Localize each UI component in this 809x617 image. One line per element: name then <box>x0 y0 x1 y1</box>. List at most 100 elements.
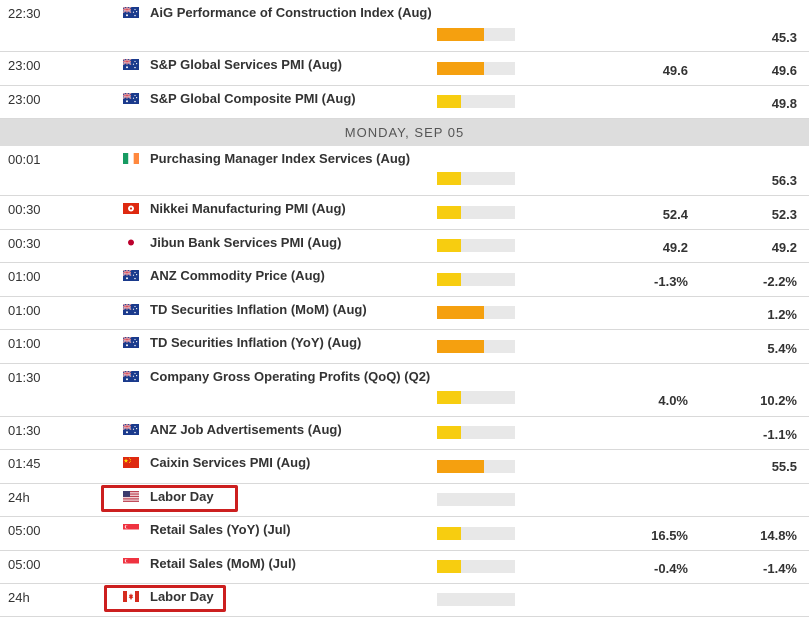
usa-flag-icon <box>123 491 139 502</box>
previous-value: -1.4% <box>763 561 797 576</box>
event-time: 23:00 <box>8 58 41 73</box>
event-row[interactable]: 24h Labor Day <box>0 484 809 517</box>
event-row[interactable]: 00:01 Purchasing Manager Index Services (… <box>0 146 809 196</box>
impact-meter <box>437 95 515 108</box>
impact-meter <box>437 391 515 404</box>
event-name[interactable]: AiG Performance of Construction Index (A… <box>150 5 432 20</box>
impact-meter <box>437 593 515 606</box>
event-time: 22:30 <box>8 6 41 21</box>
australia-flag-icon <box>123 424 139 435</box>
event-name[interactable]: Nikkei Manufacturing PMI (Aug) <box>150 201 346 216</box>
event-name[interactable]: S&P Global Composite PMI (Aug) <box>150 91 356 106</box>
consensus-value: 4.0% <box>658 393 688 408</box>
previous-value: 49.2 <box>771 240 797 255</box>
impact-meter <box>437 273 515 286</box>
date-header-label: MONDAY, SEP 05 <box>344 125 465 140</box>
event-name[interactable]: Retail Sales (MoM) (Jul) <box>150 556 296 571</box>
event-name[interactable]: Labor Day <box>150 589 214 604</box>
event-time: 01:30 <box>8 423 41 438</box>
impact-meter <box>437 493 515 506</box>
previous-value: 52.3 <box>771 207 797 222</box>
event-time: 00:01 <box>8 152 41 167</box>
event-name[interactable]: Caixin Services PMI (Aug) <box>150 455 311 470</box>
impact-meter <box>437 172 515 185</box>
event-time: 01:00 <box>8 303 41 318</box>
consensus-value: -1.3% <box>654 274 688 289</box>
previous-value: 56.3 <box>771 173 797 188</box>
china-flag-icon <box>123 457 139 468</box>
event-time: 00:30 <box>8 236 41 251</box>
australia-flag-icon <box>123 337 139 348</box>
event-name[interactable]: Retail Sales (YoY) (Jul) <box>150 522 291 537</box>
australia-flag-icon <box>123 304 139 315</box>
highlight-box <box>104 585 226 612</box>
event-name[interactable]: S&P Global Services PMI (Aug) <box>150 57 342 72</box>
australia-flag-icon <box>123 59 139 70</box>
australia-flag-icon <box>123 270 139 281</box>
impact-fill-medium <box>437 560 461 573</box>
impact-fill-high <box>437 62 484 75</box>
impact-meter <box>437 306 515 319</box>
previous-value: 10.2% <box>760 393 797 408</box>
event-row[interactable]: 01:45 Caixin Services PMI (Aug) 55.5 <box>0 450 809 484</box>
impact-fill-medium <box>437 206 461 219</box>
event-name[interactable]: Purchasing Manager Index Services (Aug) <box>150 151 411 166</box>
event-name[interactable]: Company Gross Operating Profits (QoQ) (Q… <box>150 369 431 384</box>
event-row[interactable]: 01:00 ANZ Commodity Price (Aug) -1.3% -2.2% <box>0 263 809 297</box>
event-row[interactable]: 00:30 Nikkei Manufacturing PMI (Aug) 52.4 5… <box>0 196 809 230</box>
canada-flag-icon <box>123 591 139 602</box>
japan-flag-icon <box>123 237 139 248</box>
event-row[interactable]: 01:30 ANZ Job Advertisements (Aug) -1.1% <box>0 417 809 450</box>
australia-flag-icon <box>123 371 139 382</box>
previous-value: -1.1% <box>763 427 797 442</box>
event-name[interactable]: TD Securities Inflation (MoM) (Aug) <box>150 302 367 317</box>
event-time: 05:00 <box>8 557 41 572</box>
impact-fill-medium <box>437 239 461 252</box>
event-name[interactable]: TD Securities Inflation (YoY) (Aug) <box>150 335 362 350</box>
previous-value: 14.8% <box>760 528 797 543</box>
consensus-value: -0.4% <box>654 561 688 576</box>
event-row[interactable]: 22:30 AiG Performance of Construction Ind… <box>0 0 809 52</box>
event-row[interactable]: 05:00 Retail Sales (MoM) (Jul) -0.4% -1.4% <box>0 551 809 584</box>
event-name[interactable]: Labor Day <box>150 489 214 504</box>
event-time: 01:00 <box>8 269 41 284</box>
event-time: 05:00 <box>8 523 41 538</box>
australia-flag-icon <box>123 7 139 18</box>
event-name[interactable]: Jibun Bank Services PMI (Aug) <box>150 235 342 250</box>
previous-value: 45.3 <box>771 30 797 45</box>
impact-fill-medium <box>437 95 461 108</box>
previous-value: 5.4% <box>767 341 797 356</box>
impact-fill-medium <box>437 273 461 286</box>
impact-meter <box>437 560 515 573</box>
event-row[interactable]: 00:30 Jibun Bank Services PMI (Aug) 49.2 49… <box>0 230 809 263</box>
event-row[interactable]: 01:00 TD Securities Inflation (MoM) (Aug)… <box>0 297 809 330</box>
impact-meter <box>437 426 515 439</box>
event-time: 01:00 <box>8 336 41 351</box>
impact-fill-medium <box>437 391 461 404</box>
impact-fill-medium <box>437 426 461 439</box>
event-row[interactable]: 23:00 S&P Global Composite PMI (Aug) 49.8 <box>0 86 809 119</box>
previous-value: -2.2% <box>763 274 797 289</box>
impact-fill-medium <box>437 527 461 540</box>
event-row[interactable]: 05:00 Retail Sales (YoY) (Jul) 16.5% 14.8% <box>0 517 809 551</box>
singapore-flag-icon <box>123 558 139 569</box>
previous-value: 49.6 <box>771 63 797 78</box>
ireland-flag-icon <box>123 153 139 164</box>
consensus-value: 16.5% <box>651 528 688 543</box>
previous-value: 55.5 <box>771 459 797 474</box>
event-row[interactable]: 01:00 TD Securities Inflation (YoY) (Aug)… <box>0 330 809 364</box>
event-row[interactable]: 01:30 Company Gross Operating Profits (Qo… <box>0 364 809 417</box>
consensus-value: 52.4 <box>662 207 688 222</box>
event-name[interactable]: ANZ Job Advertisements (Aug) <box>150 422 342 437</box>
event-row[interactable]: 23:00 S&P Global Services PMI (Aug) 49.6 49… <box>0 52 809 86</box>
event-name[interactable]: ANZ Commodity Price (Aug) <box>150 268 325 283</box>
impact-meter <box>437 206 515 219</box>
date-header-row: MONDAY, SEP 05 <box>0 119 809 146</box>
impact-meter <box>437 62 515 75</box>
impact-fill-high <box>437 306 484 319</box>
previous-value: 1.2% <box>767 307 797 322</box>
impact-meter <box>437 460 515 473</box>
hong-kong-flag-icon <box>123 203 139 214</box>
event-time: 01:45 <box>8 456 41 471</box>
impact-fill-high <box>437 460 484 473</box>
